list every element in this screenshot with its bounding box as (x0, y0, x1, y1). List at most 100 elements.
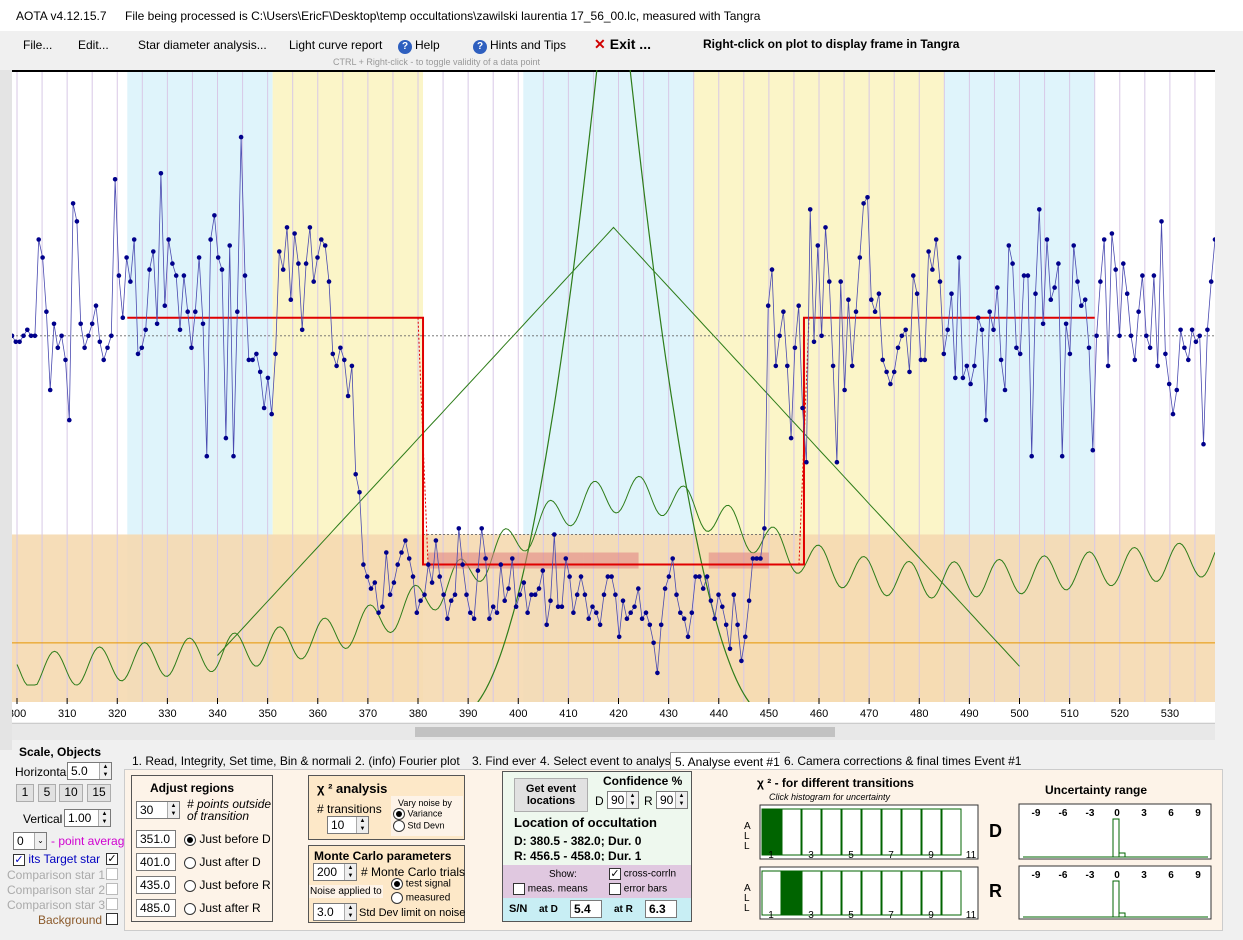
data-point (987, 309, 992, 314)
std-devn-option[interactable]: Std Devn (393, 820, 461, 832)
checkbox-checked-icon[interactable]: ✓ (13, 853, 25, 866)
just-after-r-value: 485.0 (136, 899, 176, 917)
chi-hist-d[interactable]: 1 3 5 7 9 11 ALL (740, 803, 980, 861)
confidence-d-label: D (595, 794, 604, 808)
point-average-select[interactable]: 0 ⌄ (13, 832, 47, 850)
confidence-r-input[interactable]: 90 ▲ ▼ (656, 791, 688, 809)
scale-button-1[interactable]: 1 (16, 784, 34, 802)
points-outside-input[interactable]: 30 ▲ ▼ (136, 801, 180, 819)
unc-tick-label: -3 (1086, 808, 1095, 819)
comparison-star-3-checkbox[interactable] (106, 898, 118, 910)
data-point (597, 622, 603, 628)
target-star-checkbox[interactable]: ✓ (106, 853, 118, 865)
menu-file[interactable]: File... (23, 38, 53, 52)
scrollbar-thumb[interactable] (415, 727, 835, 737)
tab-analyse-event[interactable]: 5. Analyse event #1 (670, 752, 785, 770)
data-point (708, 598, 714, 603)
chi-hist-r[interactable]: 1 3 5 7 9 11 ALL (740, 865, 980, 921)
test-signal-option[interactable]: test signal (391, 878, 451, 890)
menu-exit[interactable]: ✕ Exit ... (594, 36, 651, 53)
data-point (804, 459, 809, 465)
data-point (460, 562, 465, 567)
spin-arrows-icon[interactable]: ▲ ▼ (626, 792, 638, 808)
horizontal-label: Horizontal (15, 765, 70, 779)
data-point (384, 550, 389, 555)
data-point (647, 622, 653, 628)
spin-arrows-icon[interactable]: ▲ ▼ (167, 802, 179, 818)
unc-tick-label: 3 (1141, 870, 1147, 881)
uncertainty-d[interactable]: -9 -6 -3 0 3 6 9 (1018, 803, 1212, 860)
error-bars-option[interactable]: error bars (609, 883, 667, 895)
data-point (143, 327, 148, 333)
plot-scrollbar[interactable] (12, 723, 1215, 740)
variance-option[interactable]: Variance (393, 808, 461, 820)
data-point (47, 387, 53, 393)
meas-means-option[interactable]: meas. means (513, 883, 588, 895)
spin-arrows-icon[interactable]: ▲ ▼ (99, 763, 111, 779)
std-dev-limit-value: 3.0 (317, 905, 334, 919)
comparison-star-1-checkbox[interactable] (106, 868, 118, 880)
scale-button-15[interactable]: 15 (87, 784, 111, 802)
comparison-star-2-checkbox[interactable] (106, 883, 118, 895)
tab-find-events[interactable]: 3. Find events (468, 752, 552, 770)
menu-help[interactable]: ? Help (398, 38, 440, 54)
scale-button-10[interactable]: 10 (59, 784, 83, 802)
confidence-d-input[interactable]: 90 ▲ ▼ (607, 791, 639, 809)
data-point (40, 255, 45, 260)
transitions-input[interactable]: 10 ▲ ▼ (327, 816, 369, 834)
tab-select-event[interactable]: 4. Select event to analyse (536, 752, 682, 770)
spin-arrows-icon[interactable]: ▲ ▼ (675, 792, 687, 808)
menu-edit[interactable]: Edit... (78, 38, 109, 52)
data-point (315, 255, 320, 260)
menu-light-curve-report[interactable]: Light curve report (289, 38, 383, 52)
tab-read[interactable]: 1. Read, Integrity, Set time, Bin & norm… (128, 752, 368, 770)
data-point (907, 369, 912, 375)
data-point (376, 610, 381, 615)
scale-button-5[interactable]: 5 (38, 784, 56, 802)
transitions-value: 10 (331, 818, 345, 832)
data-point (44, 309, 49, 314)
tab-camera-corrections[interactable]: 6. Camera corrections & final times Even… (780, 752, 1026, 770)
vertical-scale-input[interactable]: 1.00 ▲ ▼ (64, 809, 111, 827)
just-after-d-option[interactable]: Just after D (184, 855, 261, 869)
hist-tick-label: 11 (966, 910, 977, 921)
just-after-r-option[interactable]: Just after R (184, 901, 261, 915)
data-point (933, 237, 939, 242)
menu-hints[interactable]: ? Hints and Tips (473, 38, 566, 54)
data-point (586, 616, 591, 621)
menu-exit-label: Exit ... (609, 36, 651, 52)
just-before-r-option[interactable]: Just before R (184, 878, 271, 892)
data-point (299, 327, 305, 333)
data-point (181, 273, 187, 278)
just-before-d-option[interactable]: Just before D (184, 832, 271, 846)
background-checkbox[interactable] (106, 913, 118, 925)
chevron-down-icon[interactable]: ⌄ (34, 833, 46, 849)
spin-arrows-icon[interactable]: ▲ ▼ (344, 904, 356, 920)
data-point (273, 351, 278, 357)
data-point (865, 195, 870, 200)
get-event-locations-button[interactable]: Get event locations (514, 778, 588, 812)
data-point (1082, 297, 1088, 302)
monte-carlo-trials-input[interactable]: 200 ▲ ▼ (313, 863, 357, 881)
data-point (727, 646, 733, 652)
std-dev-limit-input[interactable]: 3.0 ▲ ▼ (313, 903, 357, 921)
tab-fourier[interactable]: 2. (info) Fourier plot (351, 752, 464, 770)
uncertainty-r[interactable]: -9 -6 -3 0 3 6 9 (1018, 865, 1212, 920)
data-point (578, 574, 584, 579)
data-point (1147, 345, 1153, 351)
spin-arrows-icon[interactable]: ▲ ▼ (356, 817, 368, 833)
data-point (452, 592, 458, 597)
measured-option[interactable]: measured (391, 892, 450, 904)
menu-star-diameter[interactable]: Star diameter analysis... (138, 38, 267, 52)
horizontal-scale-input[interactable]: 5.0 ▲ ▼ (67, 762, 112, 780)
hist-tick-label: 9 (928, 910, 934, 921)
spin-arrows-icon[interactable]: ▲ ▼ (344, 864, 356, 880)
spin-arrows-icon[interactable]: ▲ ▼ (98, 810, 110, 826)
cross-corr-option[interactable]: ✓ cross-corrln (609, 868, 676, 880)
data-point (918, 357, 924, 363)
light-curve-plot[interactable]: 300 310 320 330 340 350 360 370 380 390 400 410 420 4… (12, 70, 1215, 722)
data-point (334, 363, 339, 369)
data-point (25, 327, 30, 333)
unc-tick-label: 9 (1195, 808, 1201, 819)
data-point (548, 598, 553, 603)
